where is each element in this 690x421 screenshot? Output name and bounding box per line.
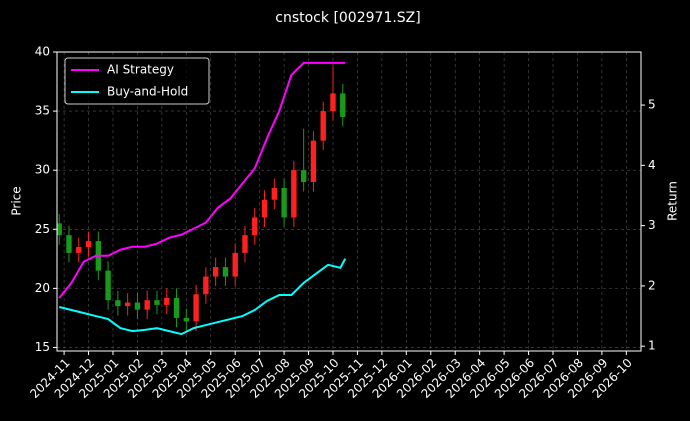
candle-body — [154, 300, 160, 305]
candle-body — [173, 297, 180, 318]
candle-body — [242, 235, 248, 253]
series-line — [58, 61, 346, 299]
candle-body — [291, 170, 297, 218]
candle-body — [115, 300, 121, 307]
candle-body — [300, 170, 307, 182]
candle-body — [310, 140, 317, 182]
candle-body — [183, 317, 190, 322]
candle-body — [252, 217, 258, 236]
y-tick-label: 40 — [35, 45, 50, 59]
candle-body — [340, 93, 346, 117]
candle-body — [212, 267, 219, 277]
y2-tick-label: 5 — [648, 98, 656, 112]
y-tick-label: 35 — [35, 104, 50, 118]
candle-body — [271, 187, 278, 200]
candle-body — [261, 199, 268, 218]
candle-body — [164, 297, 170, 305]
plot-frame — [56, 51, 642, 352]
y-axis-label: Price — [10, 186, 24, 215]
y2-tick-label: 3 — [648, 218, 656, 232]
candle-body — [56, 223, 62, 236]
candle-body — [105, 270, 111, 301]
candle-body — [222, 267, 229, 277]
candle-body — [193, 294, 199, 322]
candle-body — [144, 300, 150, 310]
y2-tick-label: 4 — [648, 158, 656, 172]
y-tick-label: 15 — [35, 340, 50, 354]
candle-body — [66, 235, 72, 253]
candle-body — [134, 302, 141, 310]
legend-box — [64, 57, 210, 105]
chart-title: cnstock [002971.SZ] — [275, 10, 420, 26]
y-tick-label: 25 — [35, 222, 50, 236]
y2-tick-label: 1 — [648, 339, 656, 353]
y-tick-label: 20 — [35, 281, 50, 295]
candle-body — [124, 302, 131, 307]
candle-body — [320, 111, 326, 141]
candle-body — [232, 252, 238, 277]
legend-label: Buy-and-Hold — [107, 85, 188, 99]
candle-body — [281, 187, 287, 218]
y2-tick-label: 2 — [648, 278, 656, 292]
series-line — [58, 258, 347, 336]
candle-body — [76, 247, 82, 253]
y2-axis-label: Return — [666, 181, 680, 221]
candle-body — [85, 241, 92, 247]
candle-body — [203, 276, 209, 295]
y-tick-label: 30 — [35, 163, 50, 177]
legend-label: AI Strategy — [107, 63, 174, 77]
candle-body — [330, 93, 336, 112]
